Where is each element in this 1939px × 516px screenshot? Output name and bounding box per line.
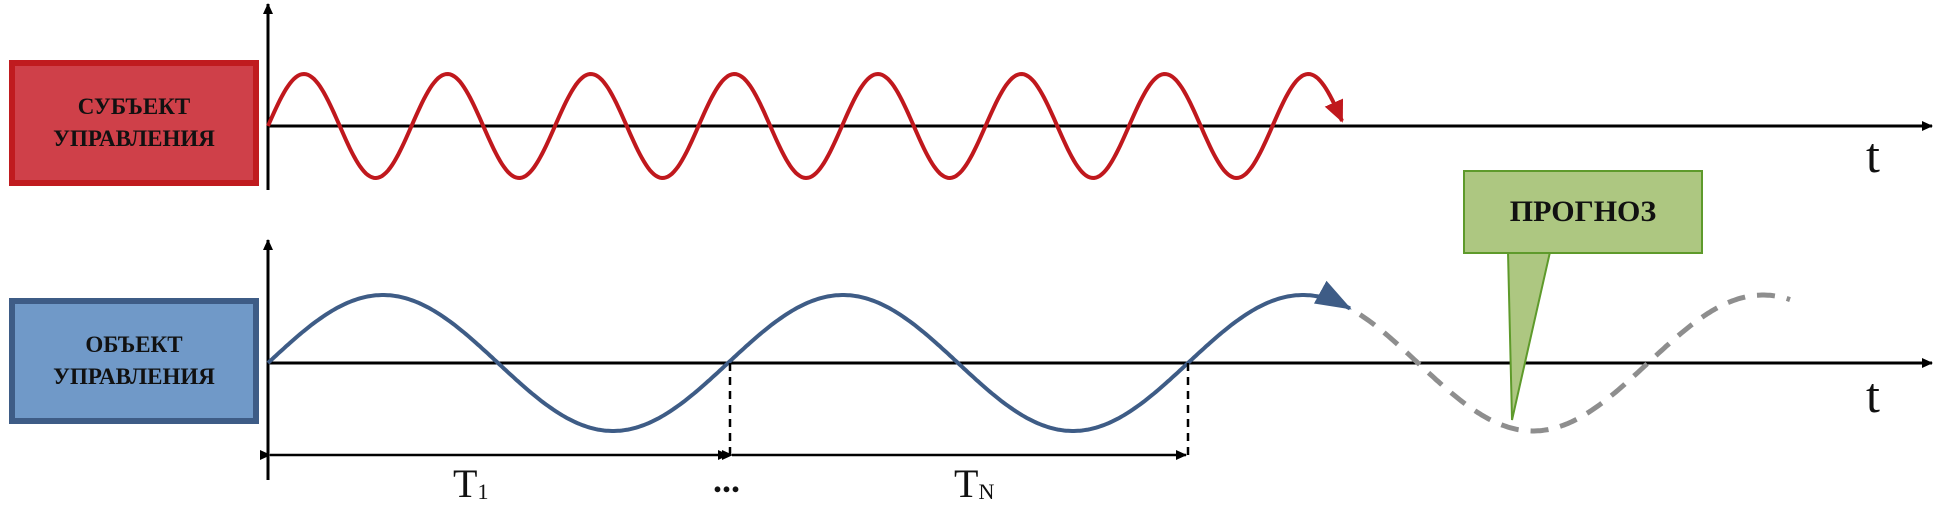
forecast-label: ПРОГНОЗ — [1509, 195, 1657, 228]
object-box-line2: УПРАВЛЕНИЯ — [53, 364, 215, 389]
period-tn-letter: T — [954, 461, 979, 506]
subject-wave — [266, 71, 1344, 181]
period-ellipsis: ... — [713, 460, 740, 500]
subject-of-control-box: СУБЪЕКТ УПРАВЛЕНИЯ — [9, 60, 259, 186]
period-t1-label: T1 — [453, 464, 488, 504]
object-of-control-box: ОБЪЕКТ УПРАВЛЕНИЯ — [9, 298, 259, 424]
period-t1-letter: T — [453, 461, 478, 506]
object-wave — [266, 280, 1352, 433]
period-t1-subscript: 1 — [477, 479, 489, 504]
subject-box-line1: СУБЪЕКТ — [77, 94, 191, 119]
subject-box-line2: УПРАВЛЕНИЯ — [53, 126, 215, 151]
bottom-axis-label: t — [1866, 367, 1880, 423]
object-box-line1: ОБЪЕКТ — [85, 332, 183, 357]
period-tn-label: TN — [954, 464, 994, 504]
period-tn-subscript: N — [978, 479, 995, 504]
forecast-callout-pointer — [1506, 251, 1552, 421]
forecast-wave — [1358, 292, 1791, 434]
top-axis-label: t — [1866, 127, 1880, 183]
forecast-callout: ПРОГНОЗ — [1463, 170, 1703, 254]
